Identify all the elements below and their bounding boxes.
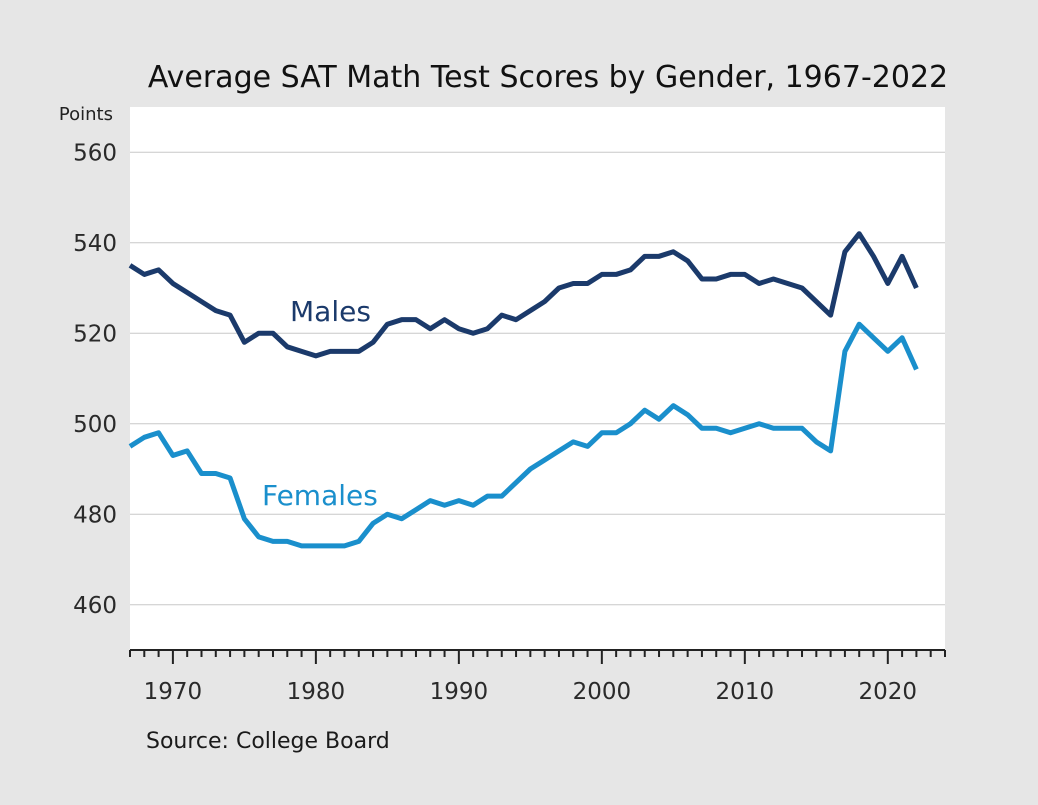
chart-title: Average SAT Math Test Scores by Gender, … bbox=[148, 60, 948, 95]
y-tick-label-480: 480 bbox=[73, 502, 117, 528]
source-note: Source: College Board bbox=[146, 729, 390, 754]
x-tick-label-1980: 1980 bbox=[287, 679, 346, 705]
series-lines bbox=[128, 231, 919, 549]
y-tick-label-540: 540 bbox=[73, 231, 117, 257]
x-axis-ticks: 1970 1980 1990 2000 2010 2020 bbox=[129, 650, 946, 705]
series-line-males bbox=[128, 231, 919, 359]
series-label-females: Females bbox=[262, 479, 378, 512]
y-axis-unit-label: Points bbox=[59, 104, 113, 125]
y-axis-tick-labels: 460 480 500 520 540 560 bbox=[73, 140, 117, 619]
y-tick-label-500: 500 bbox=[73, 412, 117, 438]
x-tick-label-1970: 1970 bbox=[144, 679, 203, 705]
x-tick-label-2010: 2010 bbox=[716, 679, 775, 705]
y-tick-label-460: 460 bbox=[73, 593, 117, 619]
x-tick-label-1990: 1990 bbox=[430, 679, 489, 705]
y-tick-label-520: 520 bbox=[73, 321, 117, 347]
plot-area bbox=[130, 107, 945, 650]
series-label-males: Males bbox=[290, 295, 371, 328]
x-tick-label-2000: 2000 bbox=[573, 679, 632, 705]
y-tick-label-560: 560 bbox=[73, 140, 117, 166]
x-tick-label-2020: 2020 bbox=[859, 679, 918, 705]
series-line-females bbox=[128, 321, 919, 549]
